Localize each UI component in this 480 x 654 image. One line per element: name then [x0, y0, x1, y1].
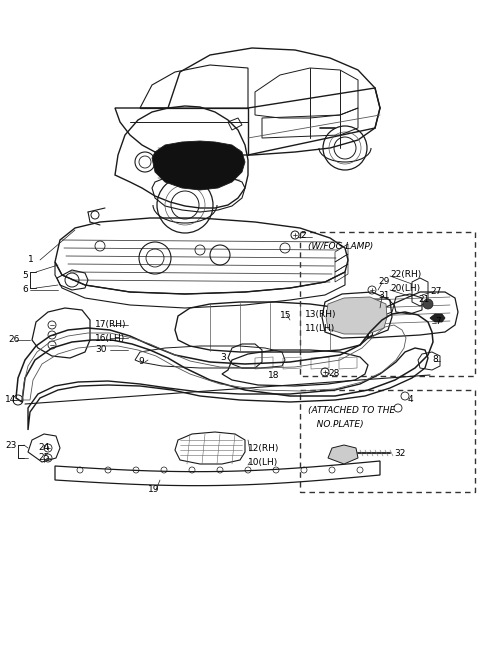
Text: 29: 29	[378, 277, 389, 286]
Text: 12(RH): 12(RH)	[248, 445, 279, 453]
Circle shape	[376, 304, 384, 312]
Text: 15: 15	[280, 311, 291, 320]
Circle shape	[423, 299, 433, 309]
Text: NO.PLATE): NO.PLATE)	[308, 419, 364, 428]
Text: (ATTACHED TO THE: (ATTACHED TO THE	[308, 405, 395, 415]
Polygon shape	[430, 314, 445, 322]
Text: 17(RH): 17(RH)	[95, 320, 127, 330]
Text: 1: 1	[28, 256, 34, 264]
Text: 13(RH): 13(RH)	[305, 309, 336, 318]
Text: 8: 8	[432, 356, 438, 364]
Text: 27: 27	[430, 288, 442, 296]
Text: 9: 9	[138, 358, 144, 366]
Text: 19: 19	[148, 485, 159, 494]
Text: 11(LH): 11(LH)	[305, 324, 335, 332]
Text: 26: 26	[8, 336, 19, 345]
Text: 25: 25	[38, 453, 49, 462]
Text: 18: 18	[268, 371, 279, 379]
Text: 23: 23	[5, 441, 16, 449]
Text: 30: 30	[95, 345, 107, 354]
Polygon shape	[326, 297, 387, 334]
Text: 32: 32	[394, 449, 406, 458]
Text: 2: 2	[300, 230, 306, 239]
Text: 7: 7	[435, 317, 441, 326]
Text: 31: 31	[378, 292, 389, 300]
Text: 28: 28	[328, 368, 339, 377]
Text: 10(LH): 10(LH)	[248, 458, 278, 466]
Text: 22(RH): 22(RH)	[390, 269, 421, 279]
Text: 21: 21	[418, 296, 430, 305]
Text: 3: 3	[220, 354, 226, 362]
Text: (W/FOG LAMP): (W/FOG LAMP)	[308, 241, 373, 250]
Polygon shape	[328, 445, 358, 464]
Text: 14: 14	[5, 396, 16, 405]
Polygon shape	[152, 141, 245, 190]
Text: 4: 4	[408, 396, 414, 405]
Text: 20(LH): 20(LH)	[390, 283, 420, 292]
Text: 5: 5	[22, 271, 28, 279]
Text: 24: 24	[38, 443, 49, 453]
Text: 16(LH): 16(LH)	[95, 334, 125, 343]
Text: 6: 6	[22, 286, 28, 294]
